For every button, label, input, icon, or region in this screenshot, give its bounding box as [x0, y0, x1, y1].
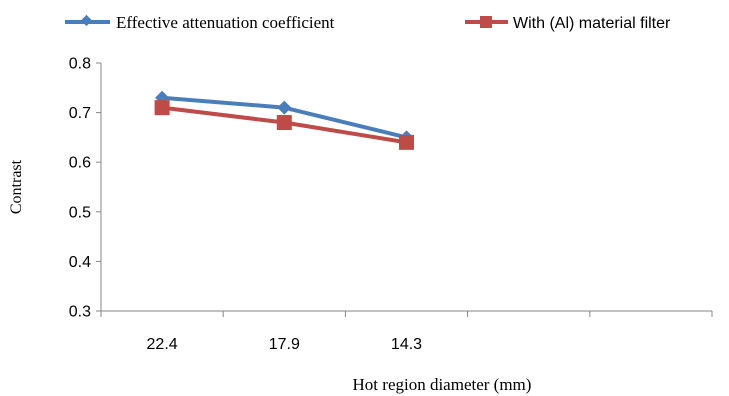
y-tick-label: 0.4 — [69, 254, 91, 271]
y-tick-label: 0.3 — [69, 304, 91, 321]
data-point-diamond — [277, 100, 292, 115]
legend-swatch-marker-effective — [80, 14, 93, 27]
y-tick-label: 0.8 — [69, 56, 91, 73]
y-tick-label: 0.6 — [69, 155, 91, 172]
data-point-square — [154, 100, 170, 116]
y-axis-title: Contrast — [8, 159, 25, 214]
x-tick-label: 22.4 — [147, 336, 178, 353]
data-point-square — [399, 134, 414, 150]
y-tick-label: 0.5 — [69, 204, 91, 221]
x-axis: 22.4 17.9 14.3 — [100, 310, 713, 353]
legend-item-al-filter: With (Al) material filter — [465, 15, 671, 32]
plot-area — [154, 90, 414, 150]
legend-item-effective: Effective attenuation coefficient — [65, 13, 335, 32]
legend: Effective attenuation coefficient With (… — [65, 13, 671, 32]
y-tick-label: 0.7 — [69, 105, 91, 122]
y-axis-ticks: 0.3 0.4 0.5 0.6 0.7 0.8 — [69, 56, 101, 321]
x-axis-title: Hot region diameter (mm) — [353, 375, 532, 394]
x-tick-label: 14.3 — [391, 336, 422, 353]
legend-label-al-filter: With (Al) material filter — [513, 15, 671, 32]
x-tick-label: 17.9 — [269, 336, 300, 353]
legend-label-effective: Effective attenuation coefficient — [116, 13, 335, 32]
y-axis: 0.3 0.4 0.5 0.6 0.7 0.8 — [69, 56, 102, 321]
x-axis-ticks: 22.4 17.9 14.3 — [100, 311, 713, 353]
legend-swatch-marker-al-filter — [480, 16, 492, 28]
series-1 — [154, 100, 414, 150]
data-point-square — [276, 115, 292, 131]
